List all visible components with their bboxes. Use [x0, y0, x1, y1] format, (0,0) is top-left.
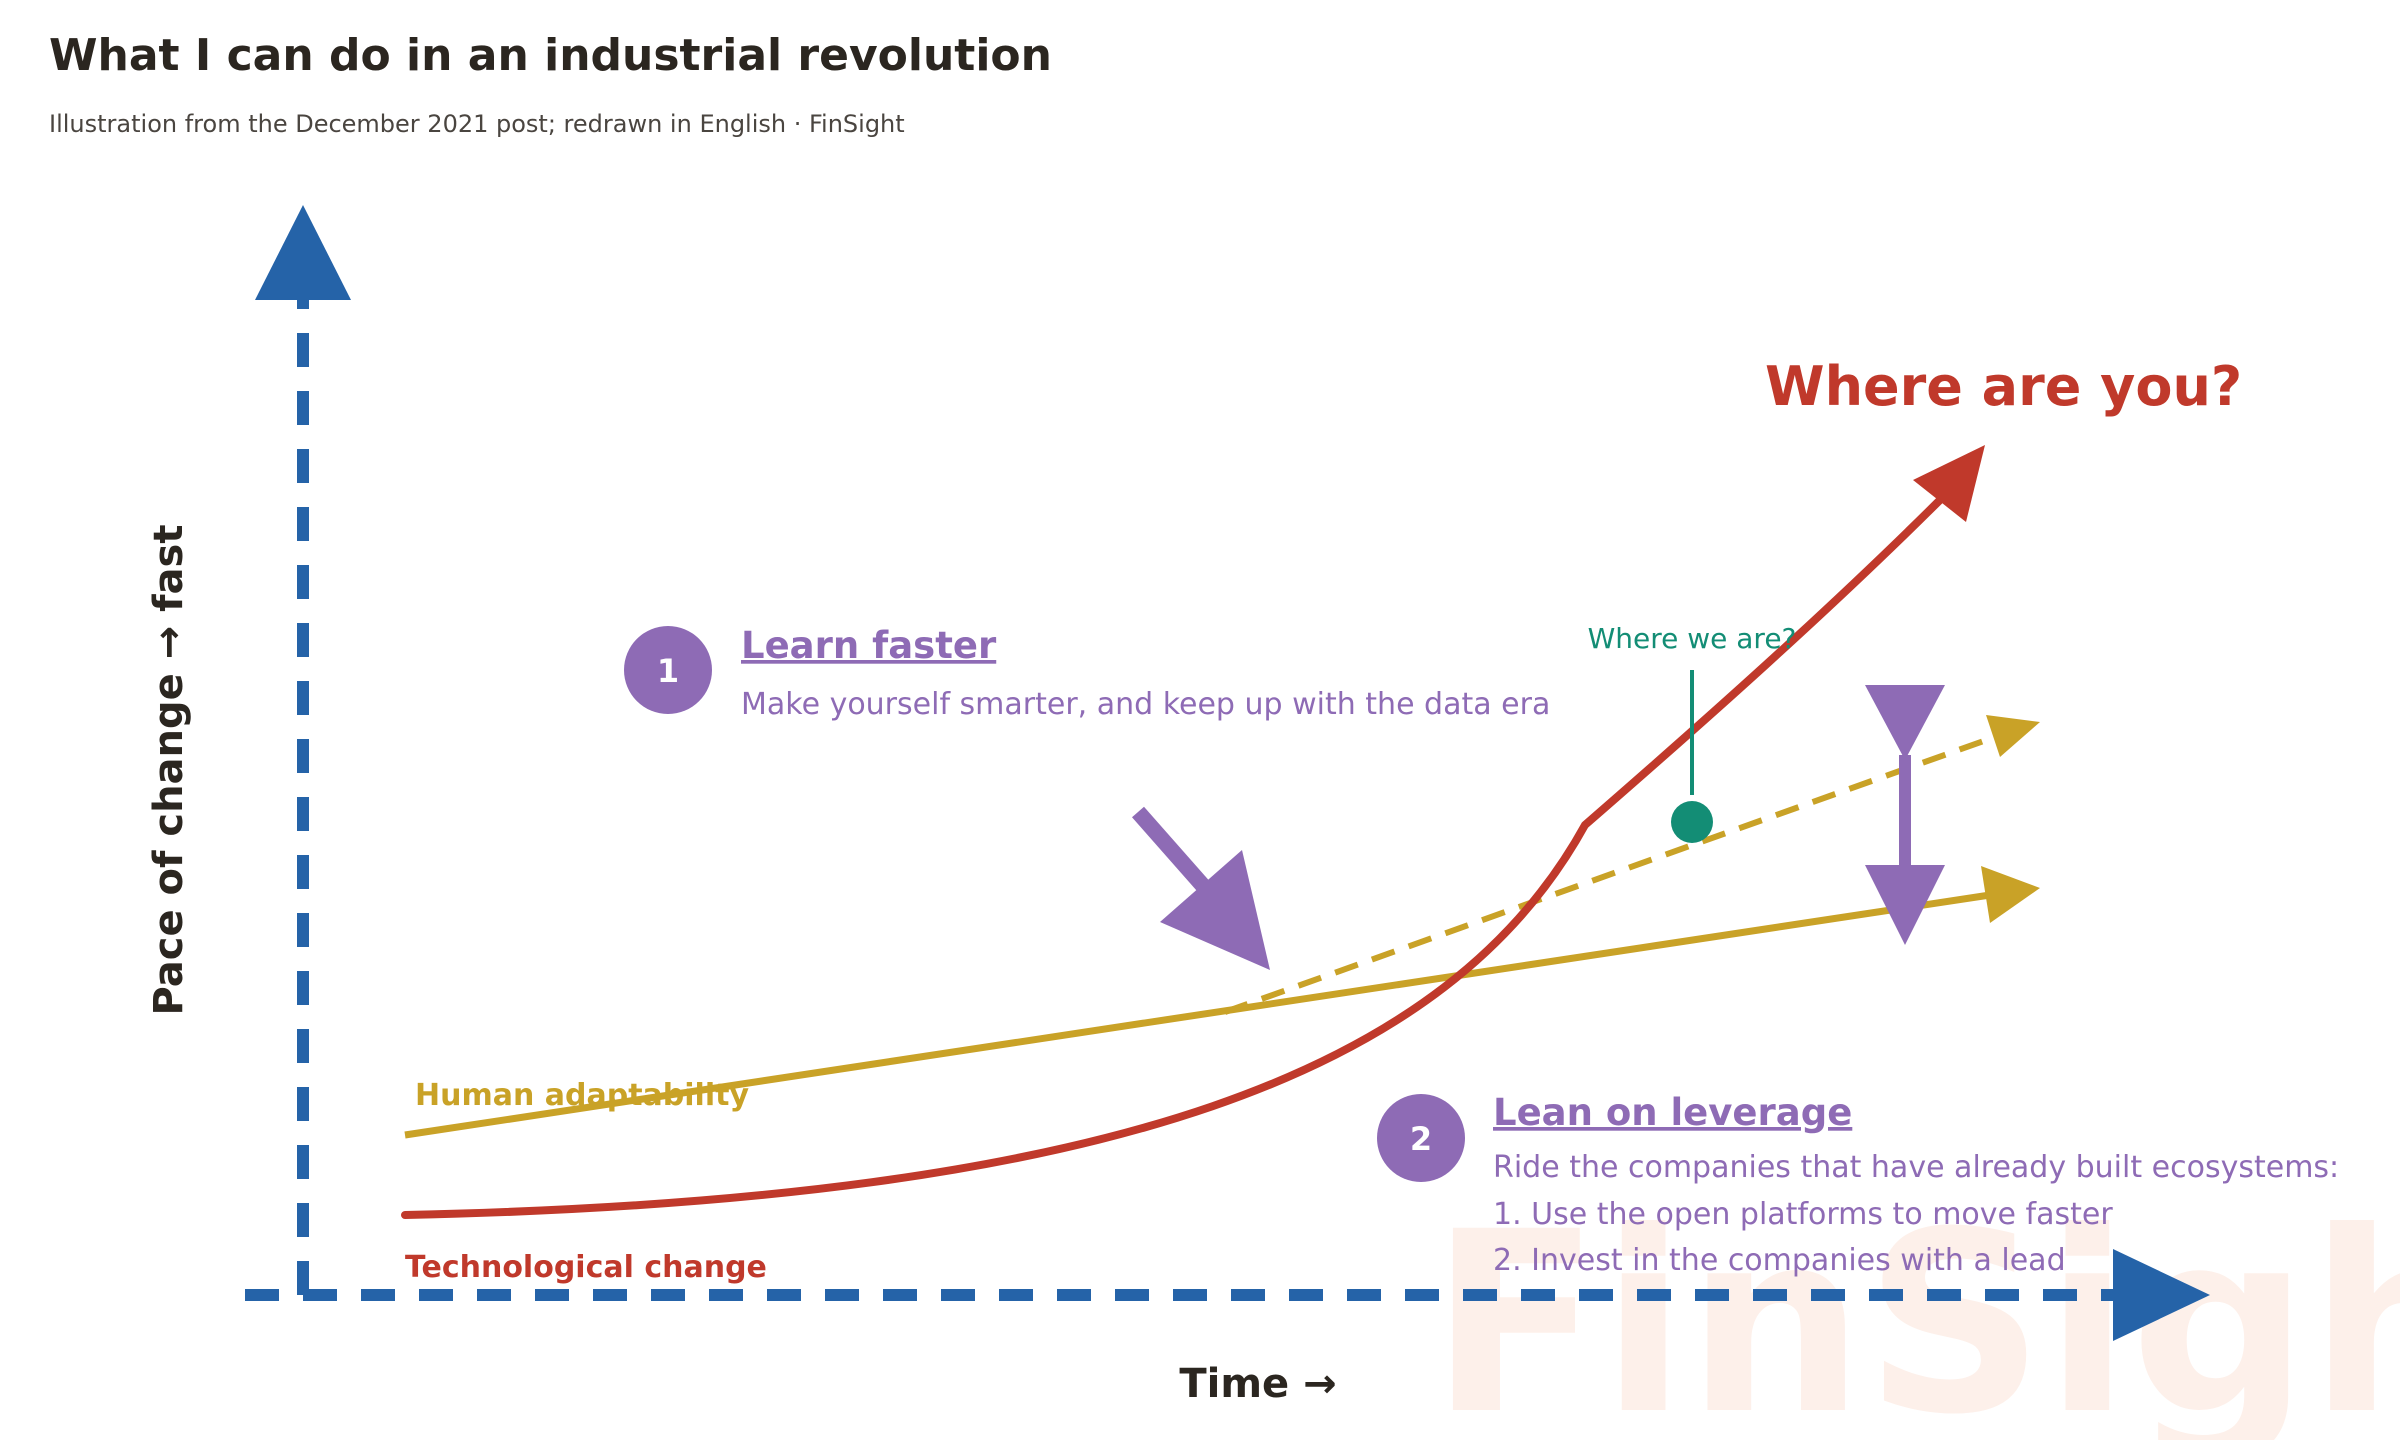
where-we-are-marker [1671, 801, 1713, 843]
watermark: FinSight [1430, 1178, 2400, 1440]
y-axis-arrowhead [255, 205, 351, 300]
callout-2-line-3: 2. Invest in the companies with a lead [1493, 1243, 2066, 1278]
callout-1-line-1: Make yourself smarter, and keep up with … [741, 687, 1550, 722]
callout-2-line-1: Ride the companies that have already bui… [1493, 1150, 2339, 1185]
callout-1-number: 1 [657, 652, 679, 690]
callout-2-number: 2 [1410, 1120, 1432, 1158]
callout-2-badge [1377, 1094, 1465, 1182]
human-adaptability-line [404, 891, 1991, 1139]
callout-1-badge [624, 626, 712, 714]
callout-1-heading[interactable]: Learn faster [741, 624, 997, 667]
x-axis-arrowhead [2113, 1249, 2210, 1341]
technological-change-arrowhead [1913, 445, 1985, 522]
page-subtitle: Illustration from the December 2021 post… [49, 110, 905, 138]
gap-arrow-bottom-head [1865, 865, 1945, 945]
technological-change-label: Technological change [405, 1250, 767, 1285]
y-axis-label: Pace of change → fast [146, 525, 192, 1016]
learn-faster-arrow-shaft [1131, 806, 1212, 894]
where-are-you-label: Where are you? [1765, 355, 2242, 418]
page-title: What I can do in an industrial revolutio… [49, 30, 1052, 81]
human-adaptability-projection [1223, 735, 1994, 1015]
learn-faster-arrowhead [1160, 850, 1270, 970]
human-adaptability-arrowhead [1981, 866, 2040, 923]
technological-change-curve [401, 488, 1952, 1219]
human-adaptability-label: Human adaptability [415, 1078, 749, 1113]
callout-2-heading[interactable]: Lean on leverage [1493, 1091, 1852, 1134]
gap-arrow-top-head [1865, 685, 1945, 760]
where-we-are-label: Where we are? [1588, 622, 1797, 655]
callout-2-line-2: 1. Use the open platforms to move faster [1493, 1197, 2113, 1232]
human-adaptability-projection-arrowhead [1986, 715, 2040, 757]
x-axis-label: Time → [1179, 1361, 1336, 1407]
